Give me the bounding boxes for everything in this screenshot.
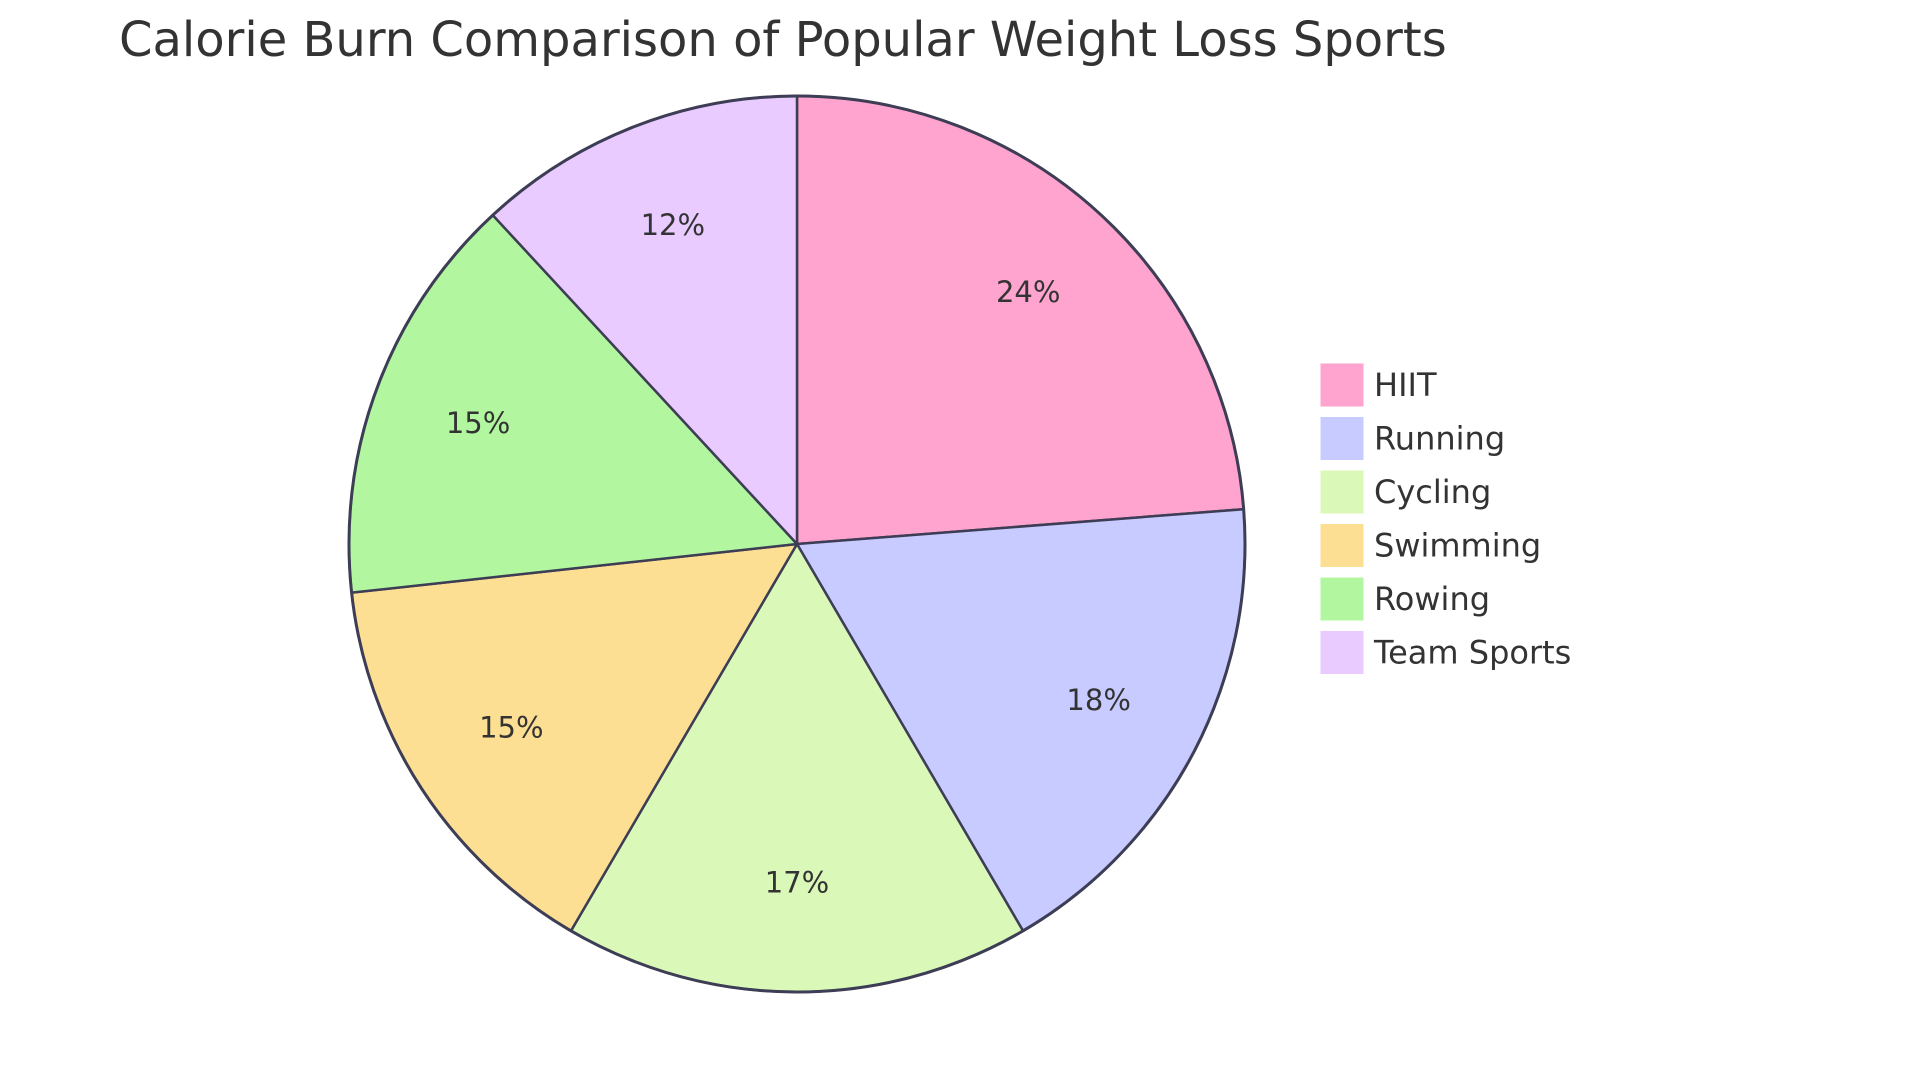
legend-label: HIIT (1374, 366, 1437, 404)
pie-outline (347, 94, 1247, 994)
legend-label: Team Sports (1373, 634, 1571, 672)
slice-label: 24% (996, 275, 1060, 309)
legend-swatch (1319, 416, 1365, 461)
pie-slice (795, 94, 1245, 546)
legend-swatch (1319, 576, 1365, 622)
legend-swatch (1319, 523, 1365, 568)
legend-swatch (1319, 362, 1365, 408)
slice-label: 15% (446, 406, 510, 440)
chart-title: Calorie Burn Comparison of Popular Weigh… (119, 12, 1447, 68)
legend-swatch (1319, 630, 1365, 675)
legend-label: Rowing (1374, 580, 1490, 618)
slice-label: 15% (479, 710, 543, 744)
slice-label: 12% (641, 208, 705, 242)
slice-label: 17% (765, 865, 829, 899)
legend-swatch (1319, 469, 1365, 515)
legend-label: Cycling (1374, 473, 1491, 511)
legend-label: Swimming (1374, 527, 1541, 565)
legend-label: Running (1374, 420, 1505, 458)
slice-label: 18% (1066, 683, 1130, 717)
